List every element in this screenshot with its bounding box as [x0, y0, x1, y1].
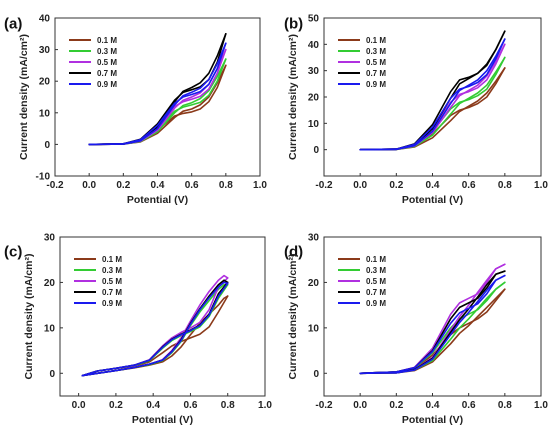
y-axis-label: Current density (mA/cm²)	[23, 253, 35, 379]
y-tick-label: 10	[308, 119, 320, 130]
y-tick-label: 0	[313, 145, 319, 156]
legend-entry: 0.1 M	[97, 36, 117, 45]
legend-entry: 0.5 M	[366, 58, 386, 67]
legend-entry: 0.1 M	[102, 255, 122, 264]
series-line-4-forward	[359, 38, 506, 151]
x-tick-label: 0.4	[426, 180, 440, 191]
series-line-4-forward	[88, 42, 227, 146]
x-tick-label: 0.0	[82, 180, 96, 191]
legend-entry: 0.5 M	[102, 277, 122, 286]
legend-entry: 0.1 M	[366, 255, 386, 264]
legend-entry: 0.1 M	[366, 36, 386, 45]
legend-entry: 0.7 M	[97, 69, 117, 78]
x-tick-label: 0.2	[109, 400, 123, 411]
legend-entry: 0.3 M	[97, 47, 117, 56]
x-tick-label: -0.2	[315, 400, 333, 411]
y-tick-label: 20	[308, 93, 320, 104]
y-tick-label: 50	[308, 14, 320, 25]
series-line-4-reverse	[359, 274, 506, 375]
x-tick-label: 0.4	[146, 400, 160, 411]
x-tick-label: 0.6	[462, 180, 476, 191]
y-tick-label: 30	[308, 66, 320, 77]
y-tick-label: 10	[308, 323, 320, 334]
panel-label: (d)	[284, 243, 303, 260]
legend-entry: 0.7 M	[366, 288, 386, 297]
x-axis-label: Potential (V)	[127, 194, 188, 206]
plot-frame	[323, 236, 542, 397]
x-tick-label: 0.0	[353, 180, 367, 191]
series-line-4-reverse	[81, 281, 229, 377]
y-tick-label: 40	[308, 40, 320, 51]
x-tick-label: 0.8	[219, 180, 233, 191]
x-axis-label: Potential (V)	[402, 414, 463, 426]
x-tick-label: 1.0	[534, 400, 548, 411]
legend-entry: 0.7 M	[102, 288, 122, 297]
series-line-4-reverse	[359, 38, 506, 151]
plot-frame	[323, 17, 542, 177]
y-tick-label: -10	[36, 172, 51, 183]
x-tick-label: 0.2	[116, 180, 130, 191]
y-tick-label: 10	[44, 323, 56, 334]
legend-entry: 0.9 M	[102, 299, 122, 308]
x-tick-label: 0.4	[151, 180, 165, 191]
chart-panel-1: (b) -0.2 0.0 0.2 0.4 0.6 0.8 1.0 0 10 20 30 40 50 Pote…	[284, 14, 548, 207]
panel-label: (a)	[4, 15, 22, 32]
x-tick-label: 0.4	[426, 400, 440, 411]
y-tick-label: 30	[44, 233, 56, 244]
x-tick-label: 0.0	[72, 400, 86, 411]
x-tick-label: 0.8	[498, 180, 512, 191]
y-tick-label: 20	[308, 278, 320, 289]
y-tick-label: 0	[313, 369, 319, 380]
legend-entry: 0.3 M	[102, 266, 122, 275]
y-tick-label: 40	[39, 14, 51, 25]
y-tick-label: 20	[44, 278, 56, 289]
y-tick-label: 30	[308, 233, 320, 244]
chart-panel-2: (c) 0.0 0.2 0.4 0.6 0.8 1.0 0 10 20 30 Potential (V…	[4, 233, 272, 427]
chart-panel-0: (a) -0.2 0.0 0.2 0.4 0.6 0.8 1.0 -10 0 10 20 30 40 Pot…	[4, 14, 267, 207]
x-tick-label: 0.6	[184, 400, 198, 411]
x-tick-label: 0.2	[389, 180, 403, 191]
x-tick-label: -0.2	[315, 180, 333, 191]
legend-entry: 0.5 M	[366, 277, 386, 286]
x-tick-label: 1.0	[534, 180, 548, 191]
legend-entry: 0.5 M	[97, 58, 117, 67]
legend-entry: 0.9 M	[366, 80, 386, 89]
series-line-4-forward	[81, 282, 229, 377]
legend-entry: 0.7 M	[366, 69, 386, 78]
x-tick-label: 0.6	[185, 180, 199, 191]
y-axis-label: Current density (mA/cm²)	[287, 34, 299, 160]
series-line-4-reverse	[88, 42, 227, 146]
plot-frame	[59, 236, 266, 397]
y-tick-label: 0	[44, 140, 50, 151]
x-tick-label: 1.0	[253, 180, 267, 191]
y-axis-label: Current density (mA/cm²)	[18, 34, 30, 160]
x-axis-label: Potential (V)	[402, 194, 463, 206]
x-tick-label: -0.2	[46, 180, 64, 191]
x-tick-label: 0.8	[221, 400, 235, 411]
legend-entry: 0.9 M	[366, 299, 386, 308]
panel-label: (b)	[284, 15, 303, 32]
y-tick-label: 0	[49, 369, 55, 380]
x-tick-label: 0.8	[498, 400, 512, 411]
x-tick-label: 0.2	[389, 400, 403, 411]
legend-entry: 0.3 M	[366, 47, 386, 56]
x-axis-label: Potential (V)	[132, 414, 193, 426]
y-tick-label: 20	[39, 77, 51, 88]
panel-label: (c)	[4, 243, 22, 260]
y-tick-label: 30	[39, 45, 51, 56]
series-line-4-forward	[359, 274, 506, 375]
x-tick-label: 1.0	[258, 400, 272, 411]
x-tick-label: 0.6	[462, 400, 476, 411]
y-axis-label: Current density (mA/cm²)	[287, 253, 299, 379]
y-tick-label: 10	[39, 108, 51, 119]
x-tick-label: 0.0	[353, 400, 367, 411]
plot-frame	[54, 17, 261, 177]
legend-entry: 0.9 M	[97, 80, 117, 89]
chart-panel-3: (d) -0.2 0.0 0.2 0.4 0.6 0.8 1.0 0 10 20 30 Potentia…	[284, 233, 548, 427]
legend-entry: 0.3 M	[366, 266, 386, 275]
